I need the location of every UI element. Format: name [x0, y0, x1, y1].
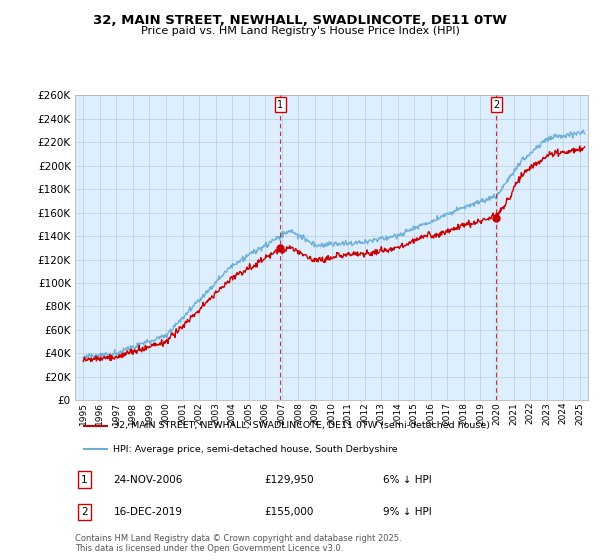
Text: 24-NOV-2006: 24-NOV-2006	[113, 475, 183, 484]
Text: 32, MAIN STREET, NEWHALL, SWADLINCOTE, DE11 0TW: 32, MAIN STREET, NEWHALL, SWADLINCOTE, D…	[93, 14, 507, 27]
Text: Contains HM Land Registry data © Crown copyright and database right 2025.
This d: Contains HM Land Registry data © Crown c…	[75, 534, 401, 553]
Text: £155,000: £155,000	[265, 507, 314, 517]
Text: 9% ↓ HPI: 9% ↓ HPI	[383, 507, 431, 517]
Text: 16-DEC-2019: 16-DEC-2019	[113, 507, 182, 517]
Text: 2: 2	[81, 507, 88, 517]
Text: 6% ↓ HPI: 6% ↓ HPI	[383, 475, 431, 484]
Text: 32, MAIN STREET, NEWHALL, SWADLINCOTE, DE11 0TW (semi-detached house): 32, MAIN STREET, NEWHALL, SWADLINCOTE, D…	[113, 421, 490, 430]
Text: HPI: Average price, semi-detached house, South Derbyshire: HPI: Average price, semi-detached house,…	[113, 445, 398, 454]
Text: Price paid vs. HM Land Registry's House Price Index (HPI): Price paid vs. HM Land Registry's House …	[140, 26, 460, 36]
Text: 1: 1	[81, 475, 88, 484]
Text: £129,950: £129,950	[265, 475, 314, 484]
Text: 2: 2	[493, 100, 499, 110]
Text: 1: 1	[277, 100, 283, 110]
